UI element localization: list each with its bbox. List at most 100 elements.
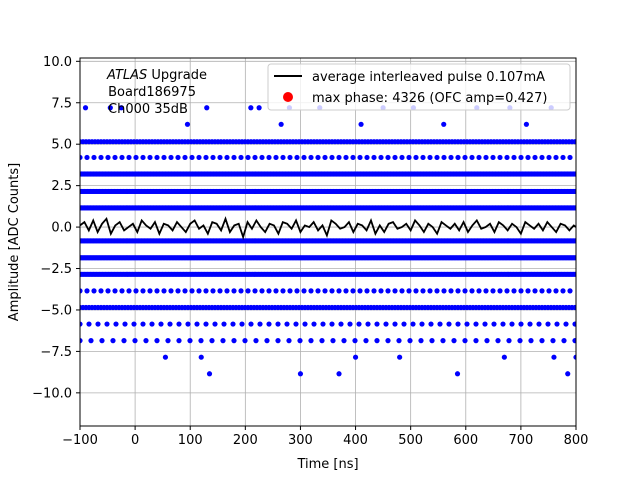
data-point (560, 288, 566, 294)
data-point (560, 154, 566, 161)
data-point (185, 321, 191, 327)
data-point (175, 288, 181, 294)
data-point (343, 288, 349, 294)
data-point (434, 154, 440, 161)
data-point (161, 288, 167, 294)
data-point (420, 288, 426, 294)
data-point (455, 288, 461, 294)
data-point (80, 338, 83, 344)
data-point (330, 338, 336, 344)
data-point (231, 154, 237, 161)
data-point (264, 338, 270, 344)
data-point (572, 271, 576, 277)
data-point (217, 288, 223, 294)
y-tick-label: 10.0 (43, 55, 72, 70)
axis-ticks: −100 0 100 200 300 400 500 600 700 800 −10.0 −7.5 −5… (32, 55, 588, 448)
data-point (406, 288, 412, 294)
data-point (511, 288, 517, 294)
data-point (248, 321, 254, 327)
data-point (441, 154, 447, 161)
x-tick-label: −100 (62, 433, 98, 448)
data-point (198, 338, 204, 344)
data-point (95, 321, 101, 327)
data-point (336, 371, 342, 377)
data-point (553, 154, 559, 161)
data-point (105, 288, 111, 294)
data-point (392, 321, 398, 327)
data-point (297, 371, 304, 377)
data-point (308, 338, 314, 344)
data-point (278, 121, 284, 127)
data-point (572, 139, 576, 145)
data-point (308, 154, 314, 161)
data-point (266, 321, 272, 327)
x-tick-label: 300 (288, 433, 313, 448)
data-point (176, 338, 182, 344)
data-point (536, 321, 542, 327)
data-point (259, 288, 265, 294)
data-point (539, 288, 545, 294)
data-point (119, 154, 125, 161)
legend: average interleaved pulse 0.107mA max ph… (267, 63, 571, 111)
data-point (84, 288, 90, 294)
data-point (567, 154, 573, 161)
data-point (209, 338, 215, 344)
data-point (119, 288, 125, 294)
legend-label-pulse: average interleaved pulse 0.107mA (312, 70, 545, 85)
data-point (301, 154, 307, 161)
data-point (437, 321, 443, 327)
data-point (539, 154, 545, 161)
data-point (217, 154, 223, 161)
data-point (99, 338, 105, 344)
data-point (329, 154, 335, 161)
legend-label-max-phase: max phase: 4326 (OFC amp=0.427) (312, 91, 547, 106)
data-point (184, 121, 191, 127)
data-point (455, 154, 461, 161)
data-point (572, 338, 576, 344)
data-point (131, 321, 137, 327)
data-point (410, 321, 416, 327)
data-point (385, 154, 391, 161)
data-point (563, 321, 569, 327)
data-point (176, 321, 182, 327)
data-point (167, 321, 173, 327)
data-point (469, 154, 475, 161)
y-tick-label: 5.0 (51, 138, 72, 153)
data-point (107, 105, 113, 111)
data-point (280, 288, 286, 294)
data-point (311, 321, 317, 327)
data-point (551, 354, 557, 360)
x-tick-label: 0 (131, 433, 139, 448)
data-point (133, 288, 139, 294)
data-point (287, 288, 293, 294)
data-point (497, 288, 503, 294)
data-point (454, 371, 461, 377)
data-point (91, 154, 97, 161)
data-point (287, 154, 293, 161)
data-point (434, 288, 440, 294)
data-point (567, 288, 573, 294)
data-point (147, 288, 153, 294)
data-point (91, 288, 97, 294)
y-tick-label: 0.0 (51, 221, 72, 236)
data-point (239, 321, 245, 327)
data-point (210, 288, 216, 294)
data-point (212, 321, 218, 327)
data-point (341, 338, 347, 344)
data-point (147, 154, 153, 161)
data-point (224, 288, 230, 294)
data-point (546, 154, 552, 161)
data-point (352, 338, 358, 344)
data-point (231, 288, 237, 294)
data-point (428, 321, 434, 327)
annotation-line-1: ATLAS Upgrade (106, 68, 207, 83)
data-point (140, 288, 146, 294)
data-point (231, 338, 237, 344)
data-point (525, 288, 531, 294)
data-point (98, 288, 104, 294)
data-point (429, 338, 435, 344)
data-point (105, 154, 111, 161)
x-tick-label: 100 (178, 433, 203, 448)
data-point (418, 338, 424, 344)
data-point (320, 321, 326, 327)
